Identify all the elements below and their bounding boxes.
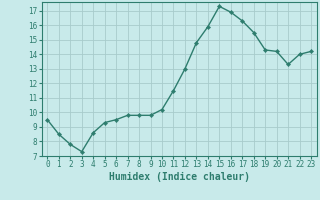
X-axis label: Humidex (Indice chaleur): Humidex (Indice chaleur) [109,172,250,182]
